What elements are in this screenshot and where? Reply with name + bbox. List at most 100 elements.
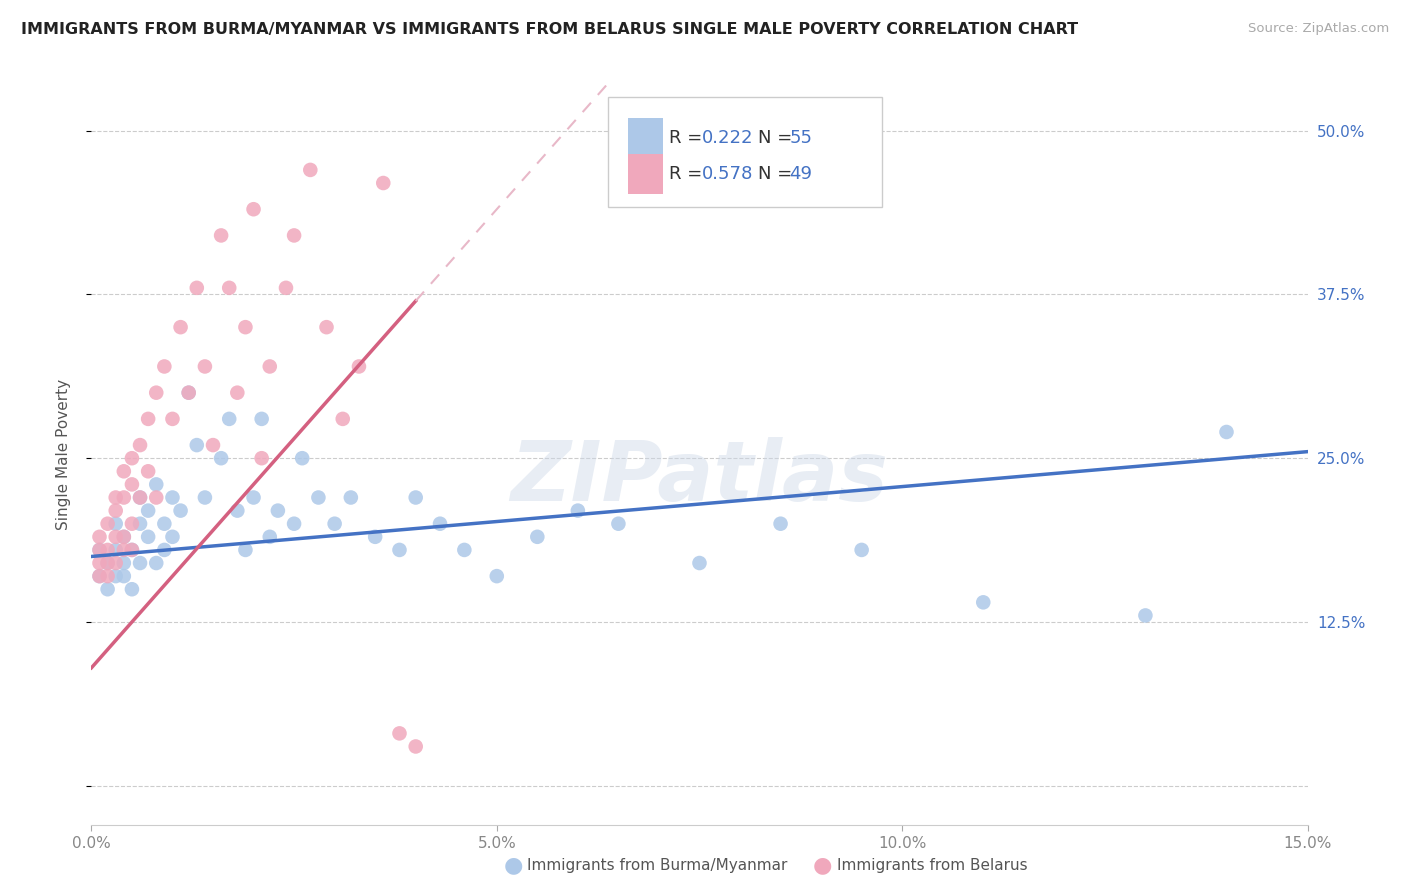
Point <box>1135 608 1157 623</box>
Point <box>104 516 127 531</box>
Point <box>145 556 167 570</box>
Point <box>129 556 152 570</box>
Text: 0.222: 0.222 <box>702 129 754 147</box>
Point <box>226 385 249 400</box>
Text: ●: ● <box>503 855 523 875</box>
Point <box>112 569 135 583</box>
Point <box>364 530 387 544</box>
Point <box>129 491 152 505</box>
Point <box>136 530 159 544</box>
Point <box>283 516 305 531</box>
Point <box>112 556 135 570</box>
Text: N =: N = <box>758 129 797 147</box>
Point <box>307 491 329 505</box>
Point <box>121 543 143 558</box>
Point <box>97 556 120 570</box>
Point <box>688 556 710 570</box>
Point <box>347 359 370 374</box>
Point <box>153 543 176 558</box>
Point <box>429 516 451 531</box>
Point <box>121 451 143 466</box>
Text: ZIPatlas: ZIPatlas <box>510 436 889 517</box>
Point <box>112 543 135 558</box>
Point <box>162 412 184 426</box>
Point <box>250 451 273 466</box>
Point <box>209 228 232 243</box>
Y-axis label: Single Male Poverty: Single Male Poverty <box>56 379 70 531</box>
Point <box>235 543 257 558</box>
Point <box>259 530 281 544</box>
Point <box>112 530 135 544</box>
Point <box>112 464 135 478</box>
Point <box>177 385 200 400</box>
Text: 49: 49 <box>790 165 813 183</box>
Point <box>121 477 143 491</box>
Point <box>145 491 167 505</box>
Text: Immigrants from Burma/Myanmar: Immigrants from Burma/Myanmar <box>527 858 787 872</box>
Text: 0.578: 0.578 <box>702 165 754 183</box>
Point <box>186 281 208 295</box>
Point <box>129 516 152 531</box>
Point <box>267 503 290 517</box>
Point <box>97 516 120 531</box>
Point <box>121 516 143 531</box>
Text: 55: 55 <box>790 129 813 147</box>
Point <box>388 726 411 740</box>
Point <box>373 176 395 190</box>
Text: N =: N = <box>758 165 797 183</box>
Point <box>315 320 337 334</box>
Point <box>145 385 167 400</box>
Point <box>169 503 191 517</box>
Point <box>972 595 994 609</box>
Point <box>89 543 111 558</box>
Point <box>136 412 159 426</box>
Point <box>153 516 176 531</box>
FancyBboxPatch shape <box>609 97 882 207</box>
Point <box>235 320 257 334</box>
Point <box>299 162 322 177</box>
Point <box>567 503 589 517</box>
Point <box>607 516 630 531</box>
Point <box>145 477 167 491</box>
Point <box>136 464 159 478</box>
Point <box>388 543 411 558</box>
Point <box>340 491 363 505</box>
Point <box>283 228 305 243</box>
Point <box>186 438 208 452</box>
Point <box>121 543 143 558</box>
Point <box>242 202 264 217</box>
Point <box>162 530 184 544</box>
Text: R =: R = <box>669 165 709 183</box>
Point <box>89 556 111 570</box>
Point <box>97 543 120 558</box>
Point <box>89 530 111 544</box>
Point <box>129 491 152 505</box>
Point <box>291 451 314 466</box>
Point <box>332 412 354 426</box>
Point <box>194 491 217 505</box>
Point <box>104 543 127 558</box>
Point <box>121 582 143 597</box>
Point <box>97 582 120 597</box>
Point <box>274 281 297 295</box>
Point <box>405 491 427 505</box>
FancyBboxPatch shape <box>627 153 664 194</box>
FancyBboxPatch shape <box>627 118 664 158</box>
Text: ●: ● <box>813 855 832 875</box>
Text: Immigrants from Belarus: Immigrants from Belarus <box>837 858 1028 872</box>
Text: Source: ZipAtlas.com: Source: ZipAtlas.com <box>1249 22 1389 36</box>
Point <box>162 491 184 505</box>
Point <box>89 569 111 583</box>
Point <box>104 569 127 583</box>
Point <box>104 491 127 505</box>
Point <box>1215 425 1237 439</box>
Point <box>209 451 232 466</box>
Point <box>202 438 225 452</box>
Point <box>129 438 152 452</box>
Point <box>218 412 240 426</box>
Point <box>526 530 548 544</box>
Point <box>89 543 111 558</box>
Point <box>405 739 427 754</box>
Point <box>104 503 127 517</box>
Point <box>194 359 217 374</box>
